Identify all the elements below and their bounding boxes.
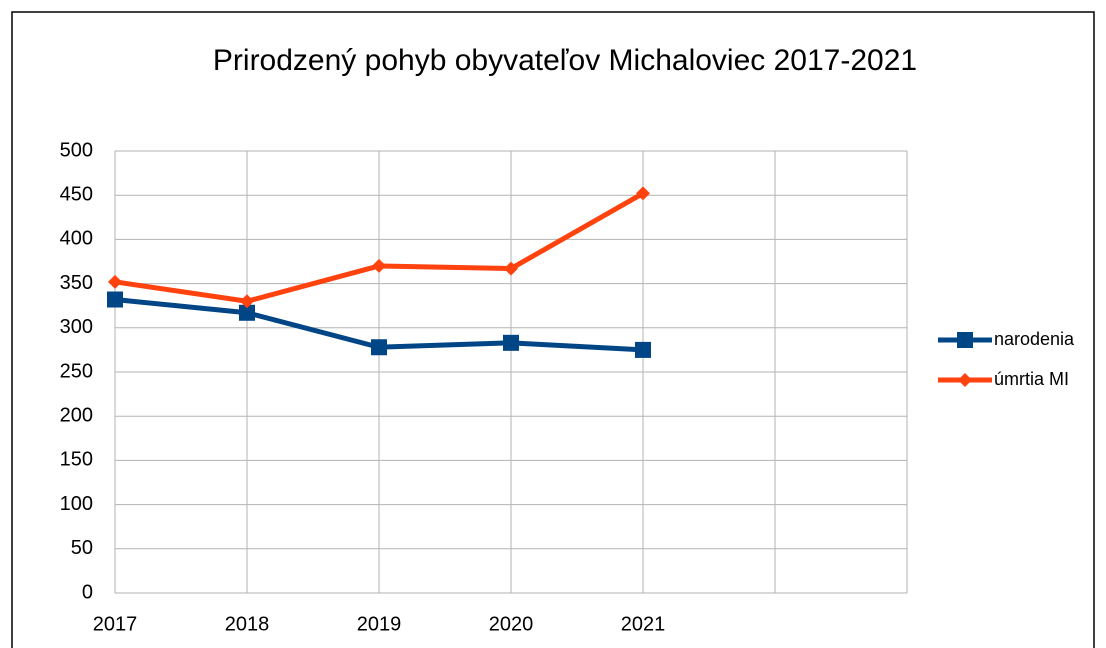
point <box>240 294 254 309</box>
point <box>371 339 387 356</box>
y-tick-label: 0 <box>82 581 93 603</box>
y-tick-label: 100 <box>60 493 93 515</box>
y-tick-label: 400 <box>60 228 93 250</box>
legend-marker <box>958 373 972 387</box>
x-tick-label: 2017 <box>93 613 138 635</box>
y-tick-label: 200 <box>60 404 93 426</box>
chart-frame <box>11 11 1095 648</box>
point <box>107 291 123 308</box>
legend-label: úmrtia MI <box>994 369 1069 389</box>
x-tick-label: 2020 <box>489 613 534 635</box>
legend-marker <box>957 332 973 348</box>
y-tick-label: 150 <box>60 449 93 471</box>
point <box>372 258 386 273</box>
point <box>635 341 651 358</box>
point <box>108 274 122 289</box>
y-tick-label: 450 <box>60 183 93 205</box>
y-tick-label: 250 <box>60 360 93 382</box>
y-tick-label: 300 <box>60 316 93 338</box>
y-tick-label: 500 <box>60 139 93 161</box>
y-tick-label: 350 <box>60 272 93 294</box>
legend-label: narodenia <box>994 329 1075 349</box>
chart-title: Prirodzený pohyb obyvateľov Michaloviec … <box>213 44 917 77</box>
point <box>239 304 255 321</box>
y-tick-label: 50 <box>71 537 93 559</box>
x-tick-label: 2018 <box>225 613 270 635</box>
point <box>503 334 519 351</box>
point <box>504 261 518 276</box>
point <box>636 186 650 201</box>
x-tick-label: 2021 <box>621 613 666 635</box>
x-tick-label: 2019 <box>357 613 402 635</box>
